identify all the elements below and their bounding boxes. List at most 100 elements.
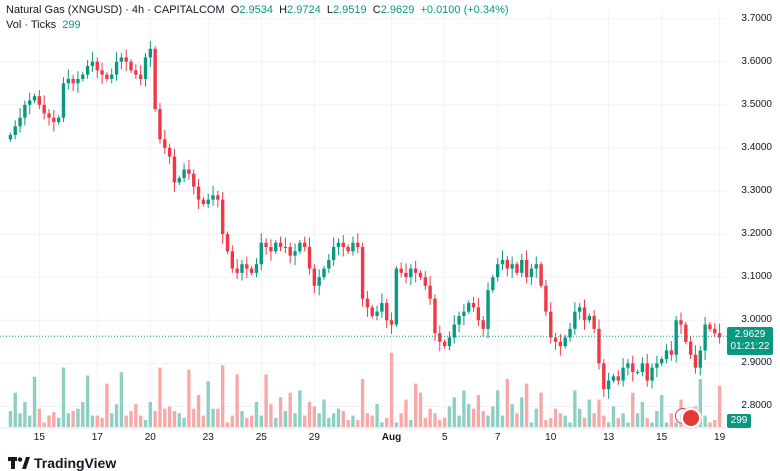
volume-bar — [23, 401, 27, 427]
volume-bar — [491, 406, 495, 427]
time-tick-label: 17 — [91, 432, 103, 443]
candle-body — [28, 100, 32, 105]
candle-body — [336, 242, 341, 248]
volume-bar — [317, 413, 321, 427]
volume-bar — [254, 401, 259, 427]
candle-body — [52, 117, 56, 123]
volume-bar — [433, 413, 437, 427]
volume-bar — [645, 417, 649, 427]
volume-bar — [577, 408, 582, 427]
volume-bar — [71, 411, 75, 427]
volume-bar — [717, 385, 722, 427]
volume-bar — [423, 417, 427, 427]
volume-bar — [274, 417, 278, 427]
volume-bar — [539, 392, 543, 427]
volume-bar — [134, 404, 138, 427]
volume-bar — [351, 415, 355, 427]
candle-body — [399, 268, 403, 273]
candle-body — [404, 272, 408, 278]
volume-bar — [105, 383, 109, 427]
candle-body — [119, 57, 124, 62]
time-tick-label: 15 — [656, 432, 668, 443]
candle-body — [457, 315, 461, 325]
volume-bar — [495, 390, 500, 427]
volume-bar — [558, 413, 563, 427]
volume-bar — [481, 411, 485, 427]
volume-bar — [471, 408, 476, 427]
candle-body — [298, 242, 302, 252]
price-tick-label: 3.1000 — [741, 271, 772, 283]
candle-body — [341, 242, 345, 248]
candle-body — [307, 247, 312, 269]
candle-body — [249, 268, 254, 273]
candle-body — [433, 298, 437, 334]
candle-body — [134, 70, 138, 75]
candle-body — [220, 199, 225, 235]
candle-body — [679, 320, 683, 325]
candle-body — [645, 363, 649, 381]
candle-body — [669, 350, 674, 355]
volume-bar — [177, 413, 181, 427]
candle-body — [167, 147, 172, 157]
price-tick-label: 3.2000 — [741, 228, 772, 240]
candle-body — [264, 242, 268, 248]
volume-bar — [573, 390, 577, 427]
candle-body — [698, 350, 702, 368]
grid-lines — [0, 10, 727, 428]
volume-bar — [597, 399, 601, 427]
candle-body — [713, 328, 717, 334]
volume-bar — [708, 422, 712, 427]
time-tick-label: 29 — [308, 432, 320, 443]
volume-bar — [356, 420, 360, 427]
high-label: H — [279, 4, 288, 16]
candle-body — [8, 134, 13, 140]
volume-bar — [32, 376, 37, 427]
volume-bar — [129, 411, 133, 427]
price-tick-label: 3.3000 — [741, 184, 772, 196]
volume-bar — [312, 406, 317, 427]
volume-bar — [365, 413, 370, 427]
candle-body — [592, 315, 596, 329]
tradingview-logo[interactable]: TradingView — [8, 455, 116, 471]
volume-bar — [413, 383, 418, 427]
volume-bar — [442, 417, 447, 427]
candle-body — [370, 307, 374, 316]
candle-body — [13, 126, 17, 135]
candle-body — [192, 173, 196, 187]
candle-body — [312, 268, 317, 286]
candle-body — [549, 311, 553, 338]
volume-bar — [520, 397, 524, 427]
volume-bar — [428, 408, 432, 427]
last-price-badge: 2.9629 01:21:22 — [727, 327, 773, 355]
economic-event-icon[interactable] — [681, 408, 701, 428]
candle-body — [467, 303, 471, 312]
volume-bar — [447, 406, 452, 427]
volume-bar — [235, 374, 239, 427]
volume-bar — [544, 420, 548, 427]
symbol-name[interactable]: Natural Gas (XNGUSD) · 4h · CAPITALCOM — [6, 4, 225, 16]
volume-bar — [216, 408, 220, 427]
time-tick-label: 20 — [144, 432, 156, 443]
volume-bar — [42, 422, 46, 427]
time-tick-label: 25 — [255, 432, 267, 443]
volume-bar — [201, 415, 206, 427]
candle-body — [230, 251, 235, 269]
volume-bar — [211, 408, 215, 427]
volume-bar — [336, 408, 341, 427]
candle-body — [587, 315, 592, 321]
candle-body — [380, 303, 384, 312]
candle-body — [631, 363, 635, 372]
volume-bar — [303, 415, 307, 427]
candle-body — [375, 311, 379, 316]
volume-header: Vol · Ticks 299 — [6, 19, 81, 31]
time-tick-label: 15 — [33, 432, 45, 443]
time-tick-label: Aug — [381, 432, 402, 443]
volume-bar — [549, 417, 553, 427]
volume-label[interactable]: Vol · Ticks — [6, 19, 57, 31]
candle-body — [37, 96, 42, 105]
candle-body — [293, 251, 297, 256]
candle-body — [163, 139, 167, 148]
candle-body — [95, 61, 99, 71]
volume-bar — [225, 422, 230, 427]
